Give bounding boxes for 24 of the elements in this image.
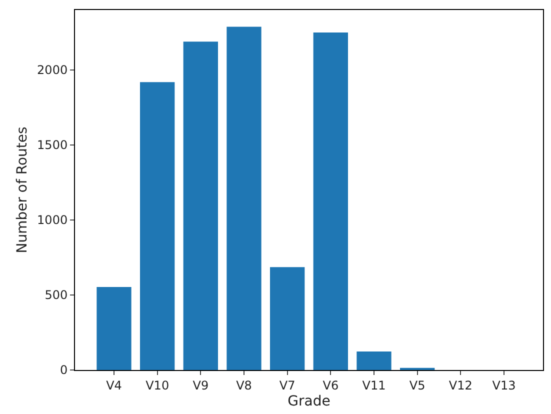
- x-tick-label: V5: [409, 378, 426, 392]
- y-tick-label: 500: [44, 288, 68, 302]
- y-tick-label: 1000: [37, 213, 68, 228]
- bar: [226, 26, 262, 370]
- x-tick-label: V10: [146, 378, 170, 392]
- x-tick-label: V9: [192, 378, 209, 392]
- x-tick-label: V6: [322, 378, 339, 392]
- x-tick-label: V7: [279, 378, 296, 392]
- bar: [183, 42, 218, 370]
- x-tick-label: V12: [448, 378, 472, 392]
- y-tick-label: 1500: [37, 138, 68, 152]
- y-axis-title: Number of Routes: [14, 126, 31, 254]
- bar: [96, 287, 132, 370]
- x-axis-title: Grade: [288, 394, 330, 410]
- x-tick-label: V13: [492, 378, 516, 392]
- x-tick-label: V11: [362, 378, 386, 392]
- bar: [140, 82, 175, 370]
- bar: [270, 267, 305, 370]
- y-tick-label: 0: [60, 363, 68, 378]
- x-tick-label: V8: [236, 378, 252, 392]
- x-tick-label: V4: [106, 378, 122, 392]
- bar: [313, 32, 348, 370]
- y-tick-label: 2000: [37, 63, 68, 78]
- bar: [356, 352, 392, 370]
